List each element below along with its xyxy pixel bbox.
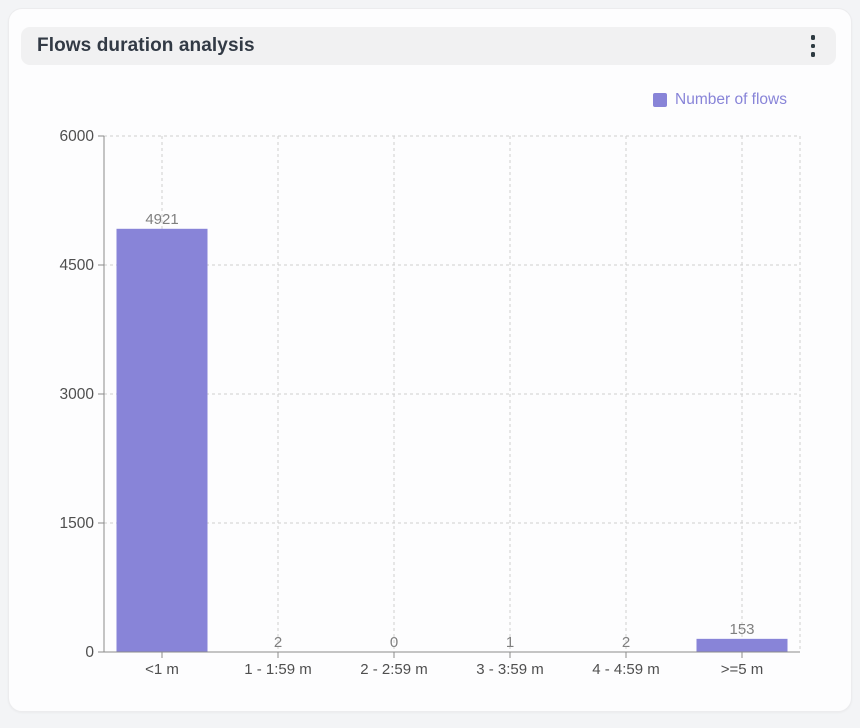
legend-item[interactable]: Number of flows — [653, 92, 787, 108]
y-tick-label: 4500 — [60, 257, 95, 274]
value-label: 4921 — [145, 211, 178, 228]
bar-0[interactable] — [116, 228, 208, 652]
legend-label: Number of flows — [675, 91, 787, 108]
card-header: Flows duration analysis — [21, 27, 836, 65]
kebab-dot — [810, 43, 816, 49]
x-tick-label: 4 - 4:59 m — [592, 661, 660, 678]
kebab-dot — [810, 35, 816, 40]
y-tick-label: 1500 — [60, 515, 95, 532]
bar-chart-svg: 4921 2 0 1 2 153 0 1500 3000 4500 6000 <1 m 1 - 1:59… — [60, 128, 801, 678]
value-label: 2 — [622, 634, 630, 651]
x-tick-label: 2 - 2:59 m — [360, 661, 428, 678]
kebab-dot — [810, 52, 816, 57]
x-tick-label: >=5 m — [721, 661, 764, 678]
value-label: 1 — [506, 634, 514, 651]
kebab-menu-icon[interactable] — [800, 31, 826, 61]
card-title: Flows duration analysis — [37, 35, 255, 56]
legend-swatch — [653, 93, 668, 107]
value-label: 0 — [390, 634, 398, 651]
value-label: 2 — [274, 634, 282, 651]
y-tick-label: 3000 — [60, 386, 95, 403]
y-tick-label: 6000 — [60, 128, 95, 145]
bar-5[interactable] — [696, 638, 788, 652]
x-tick-label: <1 m — [145, 661, 179, 678]
x-tick-label: 1 - 1:59 m — [244, 661, 312, 678]
flows-duration-card: Flows duration analysis Number of flows … — [8, 8, 852, 712]
x-tick-label: 3 - 3:59 m — [476, 661, 544, 678]
value-label: 153 — [729, 621, 754, 638]
y-tick-label: 0 — [85, 644, 94, 661]
